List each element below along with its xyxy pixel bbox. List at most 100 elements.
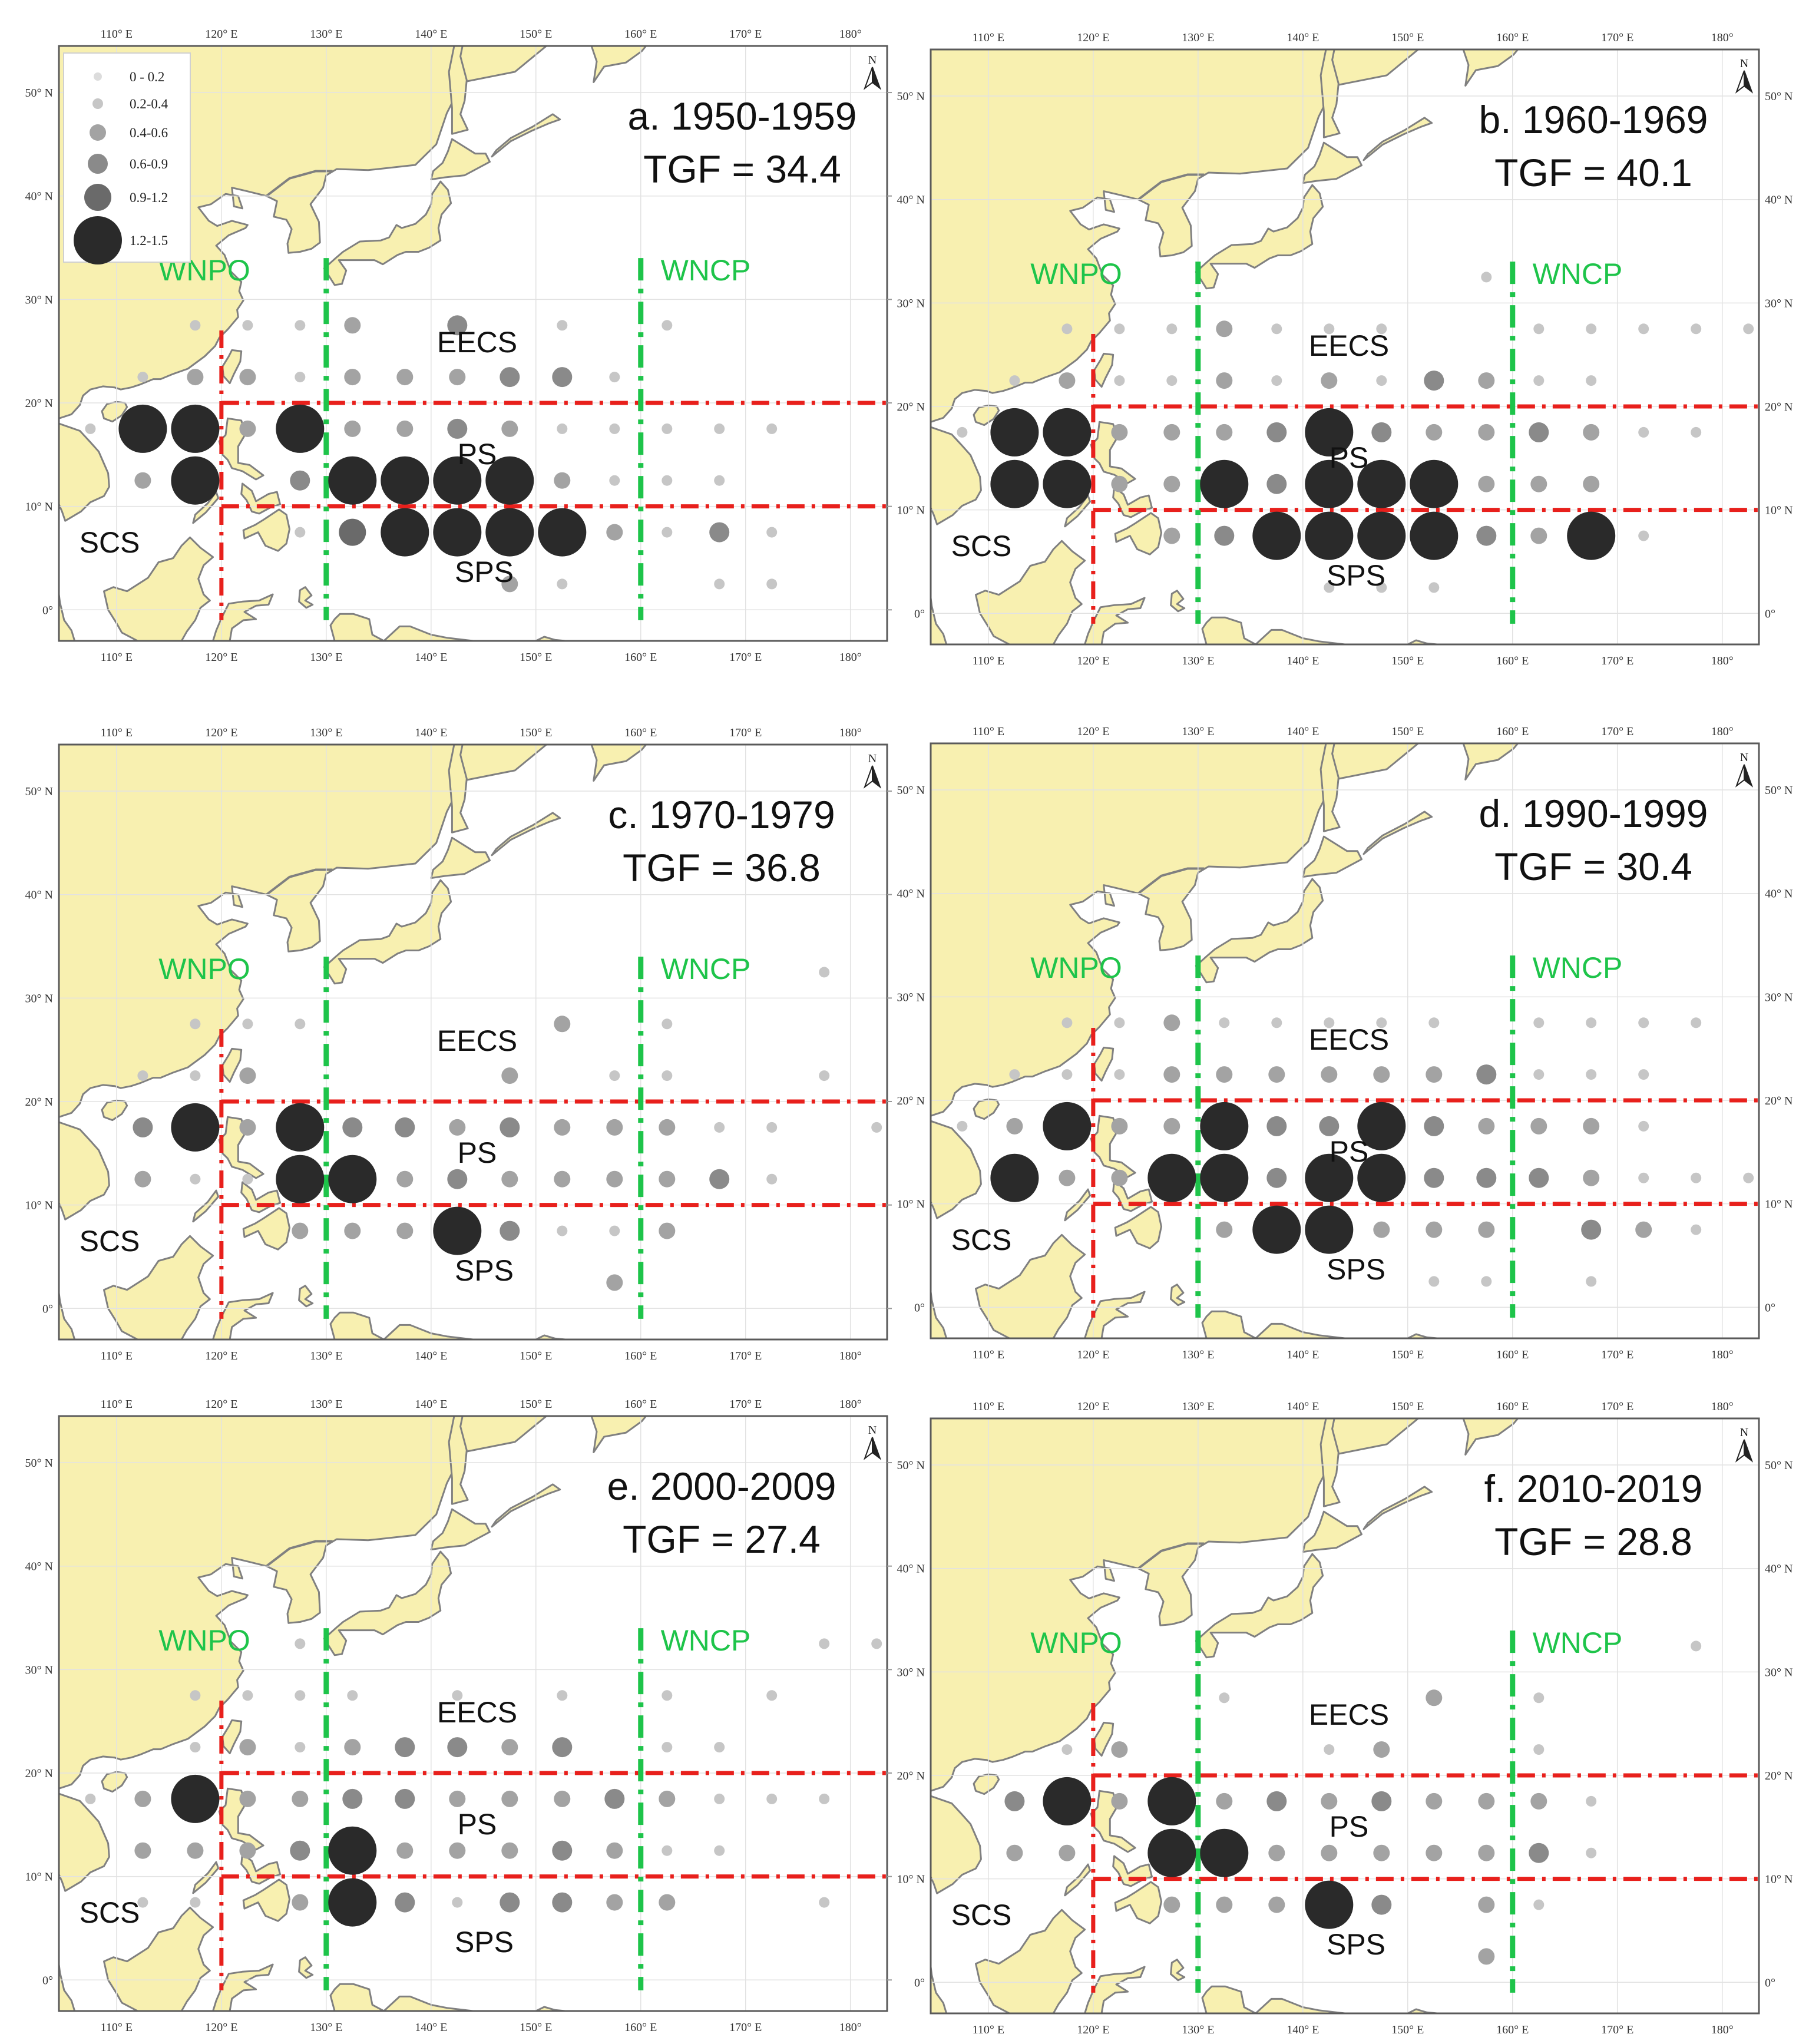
- genesis-dot: [190, 1690, 201, 1701]
- region-label-eecs: EECS: [437, 326, 517, 359]
- lon-tick-label-top: 170° E: [1601, 1400, 1633, 1413]
- genesis-dot: [766, 1122, 778, 1133]
- region-label-wncp: WNCP: [1533, 1626, 1623, 1659]
- land-borneo: [975, 540, 1086, 644]
- land-indochina: [931, 426, 982, 525]
- lon-tick-label-bottom: 170° E: [1601, 654, 1633, 667]
- genesis-dot: [1271, 323, 1282, 335]
- lat-tick-label-left: 30° N: [25, 992, 53, 1005]
- genesis-dot: [1166, 375, 1178, 386]
- lat-tick-label-right: 40° N: [1765, 1563, 1793, 1576]
- lat-tick-label-left: 30° N: [897, 1666, 925, 1679]
- lon-tick-label-bottom: 180°: [839, 651, 862, 664]
- genesis-dot: [137, 372, 148, 383]
- lat-tick-label-left: 10° N: [897, 1198, 925, 1211]
- lat-tick-label-left: 40° N: [25, 889, 53, 902]
- land-sakhalin: [448, 1416, 469, 1505]
- genesis-dot: [1268, 1066, 1285, 1083]
- land-kamchatka: [590, 745, 647, 782]
- lon-tick-label-top: 160° E: [1496, 725, 1529, 738]
- land-sulawesi: [1084, 1966, 1146, 2013]
- genesis-dot: [395, 1892, 415, 1913]
- genesis-dot: [276, 1155, 325, 1203]
- map-content: [931, 743, 1759, 1338]
- land-kurils: [1362, 117, 1433, 161]
- land-newguinea: [1201, 1985, 1346, 2013]
- land-borneo: [103, 1235, 214, 1339]
- lon-tick-label-bottom: 150° E: [520, 651, 552, 664]
- lon-tick-label-bottom: 120° E: [205, 2021, 237, 2034]
- lon-tick-label-bottom: 170° E: [1601, 2023, 1633, 2036]
- map-frame: [930, 1417, 1760, 2015]
- genesis-dot: [990, 1153, 1039, 1202]
- genesis-dot: [1114, 375, 1125, 386]
- region-label-wncp: WNCP: [661, 1624, 751, 1657]
- genesis-dot: [1635, 1221, 1652, 1238]
- map-panel-b: 110° E 110° E 120° E 120° E 130° E 130° E 140°…: [897, 31, 1793, 667]
- lon-tick-label-bottom: 120° E: [1077, 654, 1109, 667]
- genesis-dot: [1478, 1948, 1495, 1965]
- lon-tick-label-top: 110° E: [973, 31, 1004, 44]
- legend-label: 0.2-0.4: [130, 97, 168, 111]
- lat-tick-label-left: 30° N: [25, 1663, 53, 1676]
- genesis-dot: [609, 423, 620, 434]
- lon-tick-label-top: 150° E: [1391, 31, 1424, 44]
- region-label-eecs: EECS: [1309, 1023, 1389, 1056]
- genesis-dot: [1043, 1777, 1092, 1825]
- genesis-dot: [1478, 1896, 1495, 1913]
- genesis-dot: [1478, 1792, 1495, 1810]
- lat-tick-label-left: 20° N: [897, 401, 925, 414]
- genesis-dot: [1376, 375, 1387, 386]
- lat-tick-label-left: 50° N: [897, 90, 925, 103]
- genesis-dot: [766, 1173, 778, 1185]
- genesis-dot: [714, 475, 725, 486]
- genesis-dot: [1111, 1792, 1128, 1810]
- panel-tgf-value: TGF = 30.4: [1494, 845, 1692, 888]
- genesis-dot: [1586, 1276, 1597, 1287]
- genesis-dot: [554, 1790, 571, 1807]
- land-sulawesi: [212, 1292, 274, 1339]
- land-newguinea: [329, 1983, 474, 2011]
- north-arrow-right-half: [872, 67, 882, 90]
- genesis-dot: [662, 320, 673, 331]
- legend-swatch: [84, 184, 111, 211]
- genesis-dot: [552, 1737, 573, 1758]
- land-kamchatka: [1462, 743, 1519, 780]
- lon-tick-label-bottom: 170° E: [729, 1350, 762, 1362]
- genesis-dot: [1111, 1169, 1128, 1186]
- genesis-dot: [449, 1790, 466, 1807]
- lon-tick-label-bottom: 110° E: [101, 651, 133, 664]
- lat-tick-label-left: 10° N: [25, 1871, 53, 1884]
- lat-tick-label-right: 50° N: [1765, 784, 1793, 797]
- genesis-dot: [1111, 475, 1128, 492]
- genesis-dot: [714, 578, 725, 590]
- lon-tick-label-bottom: 110° E: [973, 1348, 1004, 1361]
- genesis-dot: [766, 1793, 778, 1804]
- land-malay: [59, 1239, 60, 1293]
- genesis-dot: [1266, 422, 1287, 442]
- land-border: [1137, 173, 1205, 201]
- genesis-dot: [1476, 1064, 1497, 1085]
- genesis-dot: [1638, 530, 1649, 541]
- land-hokkaido: [1302, 1510, 1362, 1553]
- genesis-dot: [242, 320, 253, 331]
- genesis-dot: [381, 508, 429, 557]
- genesis-dot: [1266, 474, 1287, 494]
- lon-tick-label-bottom: 110° E: [101, 1350, 133, 1362]
- genesis-dot: [1271, 375, 1282, 386]
- genesis-dot: [1305, 459, 1354, 508]
- genesis-dot: [1200, 1102, 1249, 1150]
- legend-label: 0 - 0.2: [130, 70, 164, 84]
- genesis-dot: [187, 369, 204, 386]
- genesis-dot: [1478, 372, 1495, 389]
- genesis-dot: [1638, 323, 1649, 335]
- genesis-dot: [1428, 1017, 1440, 1028]
- legend: 0 - 0.2 0.2-0.4 0.4-0.6 0.6-0.9 0.9-1.2 1.2-1…: [63, 52, 191, 264]
- genesis-dot: [1321, 372, 1338, 389]
- genesis-dot: [1059, 372, 1076, 389]
- land-sakhalin: [1319, 49, 1341, 138]
- region-label-sps: SPS: [1327, 1928, 1385, 1961]
- genesis-dot: [85, 1793, 96, 1804]
- lat-tick-label-right: 10° N: [1765, 1873, 1793, 1886]
- genesis-dot: [871, 1122, 882, 1133]
